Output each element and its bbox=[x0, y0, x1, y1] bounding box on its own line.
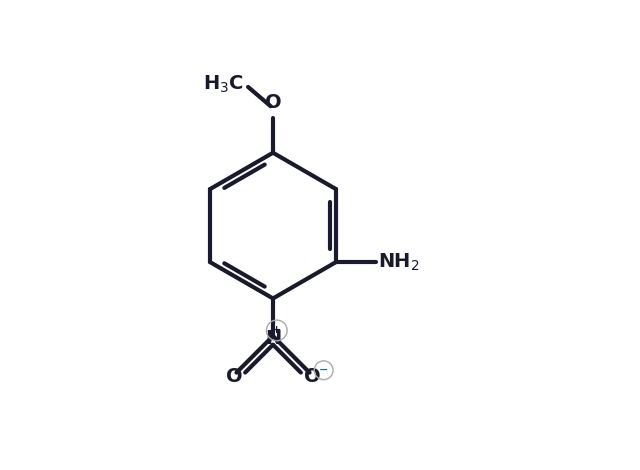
Text: O: O bbox=[265, 93, 282, 112]
Text: O: O bbox=[303, 367, 320, 386]
Text: H$_3$C: H$_3$C bbox=[204, 74, 244, 95]
Text: +: + bbox=[272, 325, 282, 336]
Text: N: N bbox=[265, 329, 281, 348]
Text: NH$_2$: NH$_2$ bbox=[378, 251, 420, 273]
Text: O: O bbox=[226, 367, 243, 386]
Text: −: − bbox=[319, 365, 328, 375]
